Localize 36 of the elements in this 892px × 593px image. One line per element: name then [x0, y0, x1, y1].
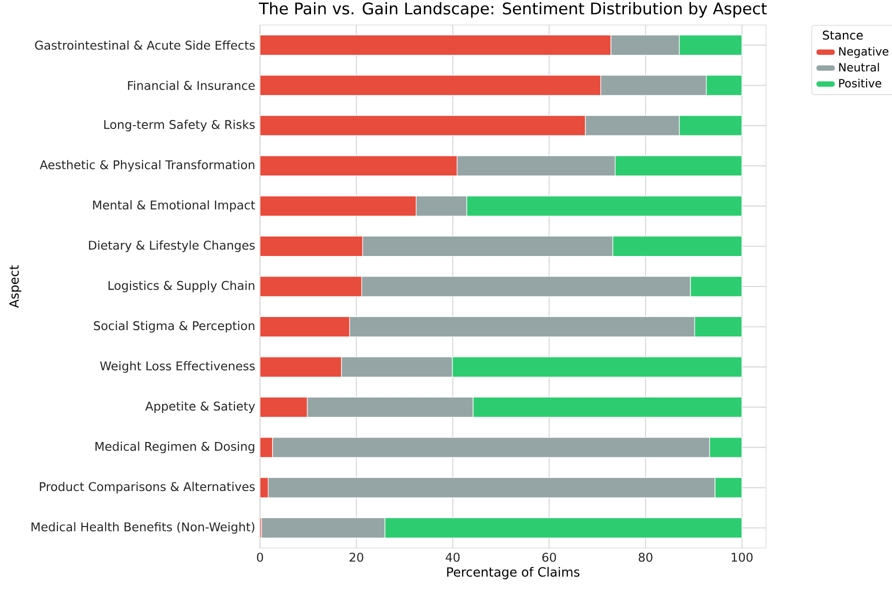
- bar: [260, 356, 342, 378]
- y-tick-label: Dietary & Lifestyle Changes: [89, 240, 255, 252]
- y-tick-label: Appetite & Satiety: [145, 401, 255, 413]
- legend-label: Neutral: [839, 62, 879, 72]
- x-tick-label: 60: [542, 552, 556, 562]
- y-tick-label: Logistics & Supply Chain: [108, 280, 254, 292]
- y-tick-label: Long-term Safety & Risks: [104, 120, 255, 132]
- y-tick-label: Medical Regimen & Dosing: [95, 442, 254, 454]
- legend-label: Positive: [839, 78, 882, 88]
- bar: [260, 316, 350, 338]
- legend-title: Stance: [822, 30, 863, 40]
- x-axis-title: Percentage of Claims: [447, 566, 580, 580]
- y-tick-label: Product Comparisons & Alternatives: [40, 482, 255, 494]
- chart-title: The Pain vs. Gain Landscape: Sentiment Distribution by Aspect: [258, 2, 767, 18]
- x-tick-label: 20: [350, 552, 364, 562]
- bar: [260, 396, 308, 418]
- y-tick-label: Mental & Emotional Impact: [93, 200, 256, 212]
- y-axis-title: Aspect: [9, 265, 22, 308]
- x-tick-label: 80: [638, 552, 652, 562]
- x-tick-label: 40: [446, 552, 460, 562]
- x-tick-label: 100: [732, 552, 753, 562]
- bar: [260, 74, 602, 96]
- bar: [260, 115, 586, 136]
- bar: [260, 236, 363, 257]
- bar: [260, 34, 612, 56]
- x-tick-label: 0: [256, 552, 264, 562]
- bar: [260, 196, 416, 216]
- y-tick-label: Weight Loss Effectiveness: [100, 361, 255, 373]
- y-tick-label: Social Stigma & Perception: [94, 320, 254, 333]
- y-tick-label: Aesthetic & Physical Transformation: [40, 160, 254, 172]
- bar: [260, 276, 362, 297]
- legend-label: Negative: [839, 46, 888, 58]
- y-tick-label: Gastrointestinal & Acute Side Effects: [35, 40, 255, 50]
- bar: [260, 155, 458, 176]
- y-tick-label: Medical Health Benefits (Non-Weight): [32, 522, 254, 534]
- y-tick-label: Financial & Insurance: [128, 80, 255, 90]
